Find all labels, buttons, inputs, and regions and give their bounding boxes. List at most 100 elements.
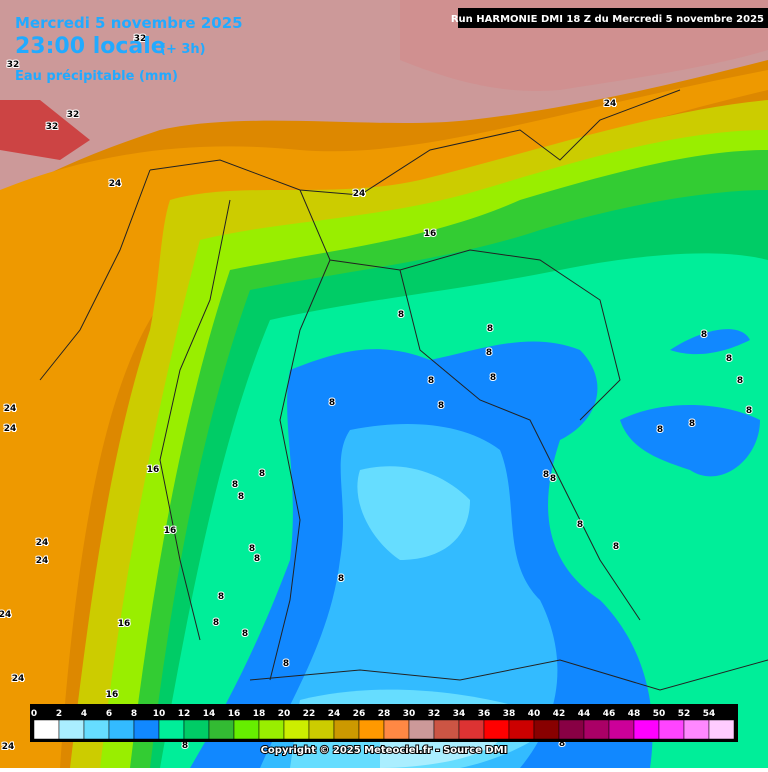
scale-label: 10 [153, 709, 166, 719]
scale-label: 18 [253, 709, 266, 719]
contour-label: 8 [249, 544, 255, 554]
scale-label: 2 [56, 709, 62, 719]
contour-label: 8 [242, 629, 248, 639]
scale-swatch [283, 719, 310, 740]
scale-label: 6 [106, 709, 112, 719]
scale-swatch [508, 719, 535, 740]
contour-label: 8 [550, 474, 556, 484]
scale-label: 28 [378, 709, 391, 719]
scale-swatch [183, 719, 210, 740]
contour-label: 32 [46, 122, 59, 132]
scale-swatch [408, 719, 435, 740]
contour-label: 24 [353, 189, 366, 199]
time: 23:00 locale [15, 34, 166, 59]
contour-label: 8 [232, 480, 238, 490]
scale-swatch [358, 719, 385, 740]
copyright: Copyright © 2025 Meteociel.fr - Source D… [261, 745, 508, 756]
scale-label: 48 [628, 709, 641, 719]
contour-label: 8 [259, 469, 265, 479]
contour-label: 8 [737, 376, 743, 386]
scale-swatch [208, 719, 235, 740]
scale-swatch [58, 719, 85, 740]
run-info: Run HARMONIE DMI 18 Z du Mercredi 5 nove… [451, 14, 764, 25]
contour-label: 32 [7, 60, 20, 70]
scale-swatch [83, 719, 110, 740]
scale-label: 26 [353, 709, 366, 719]
scale-swatch [633, 719, 660, 740]
scale-label: 38 [503, 709, 516, 719]
scale-swatch [233, 719, 260, 740]
scale-label: 40 [528, 709, 541, 719]
contour-label: 8 [486, 348, 492, 358]
run-box [458, 8, 768, 28]
scale-swatch [483, 719, 510, 740]
contour-label: 8 [398, 310, 404, 320]
contour-label: 8 [559, 739, 565, 749]
contour-label: 24 [4, 404, 17, 414]
contour-label: 8 [213, 618, 219, 628]
contour-label: 8 [701, 330, 707, 340]
contour-label: 8 [329, 398, 335, 408]
scale-label: 54 [703, 709, 716, 719]
scale-swatch [583, 719, 610, 740]
scale-label: 14 [203, 709, 216, 719]
contour-labels: 3232323224242424242424242424161616161688… [0, 33, 753, 753]
contour-label: 8 [689, 419, 695, 429]
contour-label: 24 [604, 99, 617, 109]
scale-swatch [433, 719, 460, 740]
scale-label: 30 [403, 709, 416, 719]
scale-swatch [158, 719, 185, 740]
contour-label: 8 [182, 741, 188, 751]
scale-swatch [333, 719, 360, 740]
contour-label: 8 [487, 324, 493, 334]
scale-label: 32 [428, 709, 441, 719]
contour-label: 8 [438, 401, 444, 411]
scale-swatch [308, 719, 335, 740]
contour-label: 8 [543, 470, 549, 480]
contour-label: 8 [726, 354, 732, 364]
scale-label: 22 [303, 709, 316, 719]
scale-label: 8 [131, 709, 137, 719]
scale-swatch [458, 719, 485, 740]
contour-label: 32 [67, 110, 80, 120]
scale-label: 46 [603, 709, 616, 719]
scale-swatch [608, 719, 635, 740]
contour-label: 8 [254, 554, 260, 564]
date: Mercredi 5 novembre 2025 [15, 14, 243, 32]
contour-label: 8 [218, 592, 224, 602]
contour-label: 24 [109, 179, 122, 189]
scale-swatch [33, 719, 60, 740]
scale-swatch [708, 719, 735, 740]
contour-label: 32 [134, 34, 147, 44]
scale-swatch [683, 719, 710, 740]
scale-label: 20 [278, 709, 291, 719]
scale-swatch [533, 719, 560, 740]
contour-label: 24 [36, 556, 49, 566]
contour-label: 16 [147, 465, 160, 475]
contour-label: 16 [164, 526, 177, 536]
contour-label: 8 [490, 373, 496, 383]
contour-label: 24 [4, 424, 17, 434]
contour-label: 8 [613, 542, 619, 552]
parameter: Eau précipitable (mm) [15, 69, 178, 84]
scale-swatch [558, 719, 585, 740]
contour-label: 8 [283, 659, 289, 669]
scale-label: 16 [228, 709, 241, 719]
contour-label: 24 [2, 742, 15, 752]
contour-label: 16 [106, 690, 119, 700]
contour-label: 8 [338, 574, 344, 584]
scale-label: 36 [478, 709, 491, 719]
contour-label: 24 [12, 674, 25, 684]
scale-label: 12 [178, 709, 191, 719]
scale-swatch [108, 719, 135, 740]
scale-label: 34 [453, 709, 466, 719]
contour-label: 24 [0, 610, 11, 620]
scale-swatch [383, 719, 410, 740]
contour-label: 24 [36, 538, 49, 548]
scale-label: 4 [81, 709, 87, 719]
scale-label: 44 [578, 709, 591, 719]
scale-swatch [133, 719, 160, 740]
contour-label: 16 [118, 619, 131, 629]
